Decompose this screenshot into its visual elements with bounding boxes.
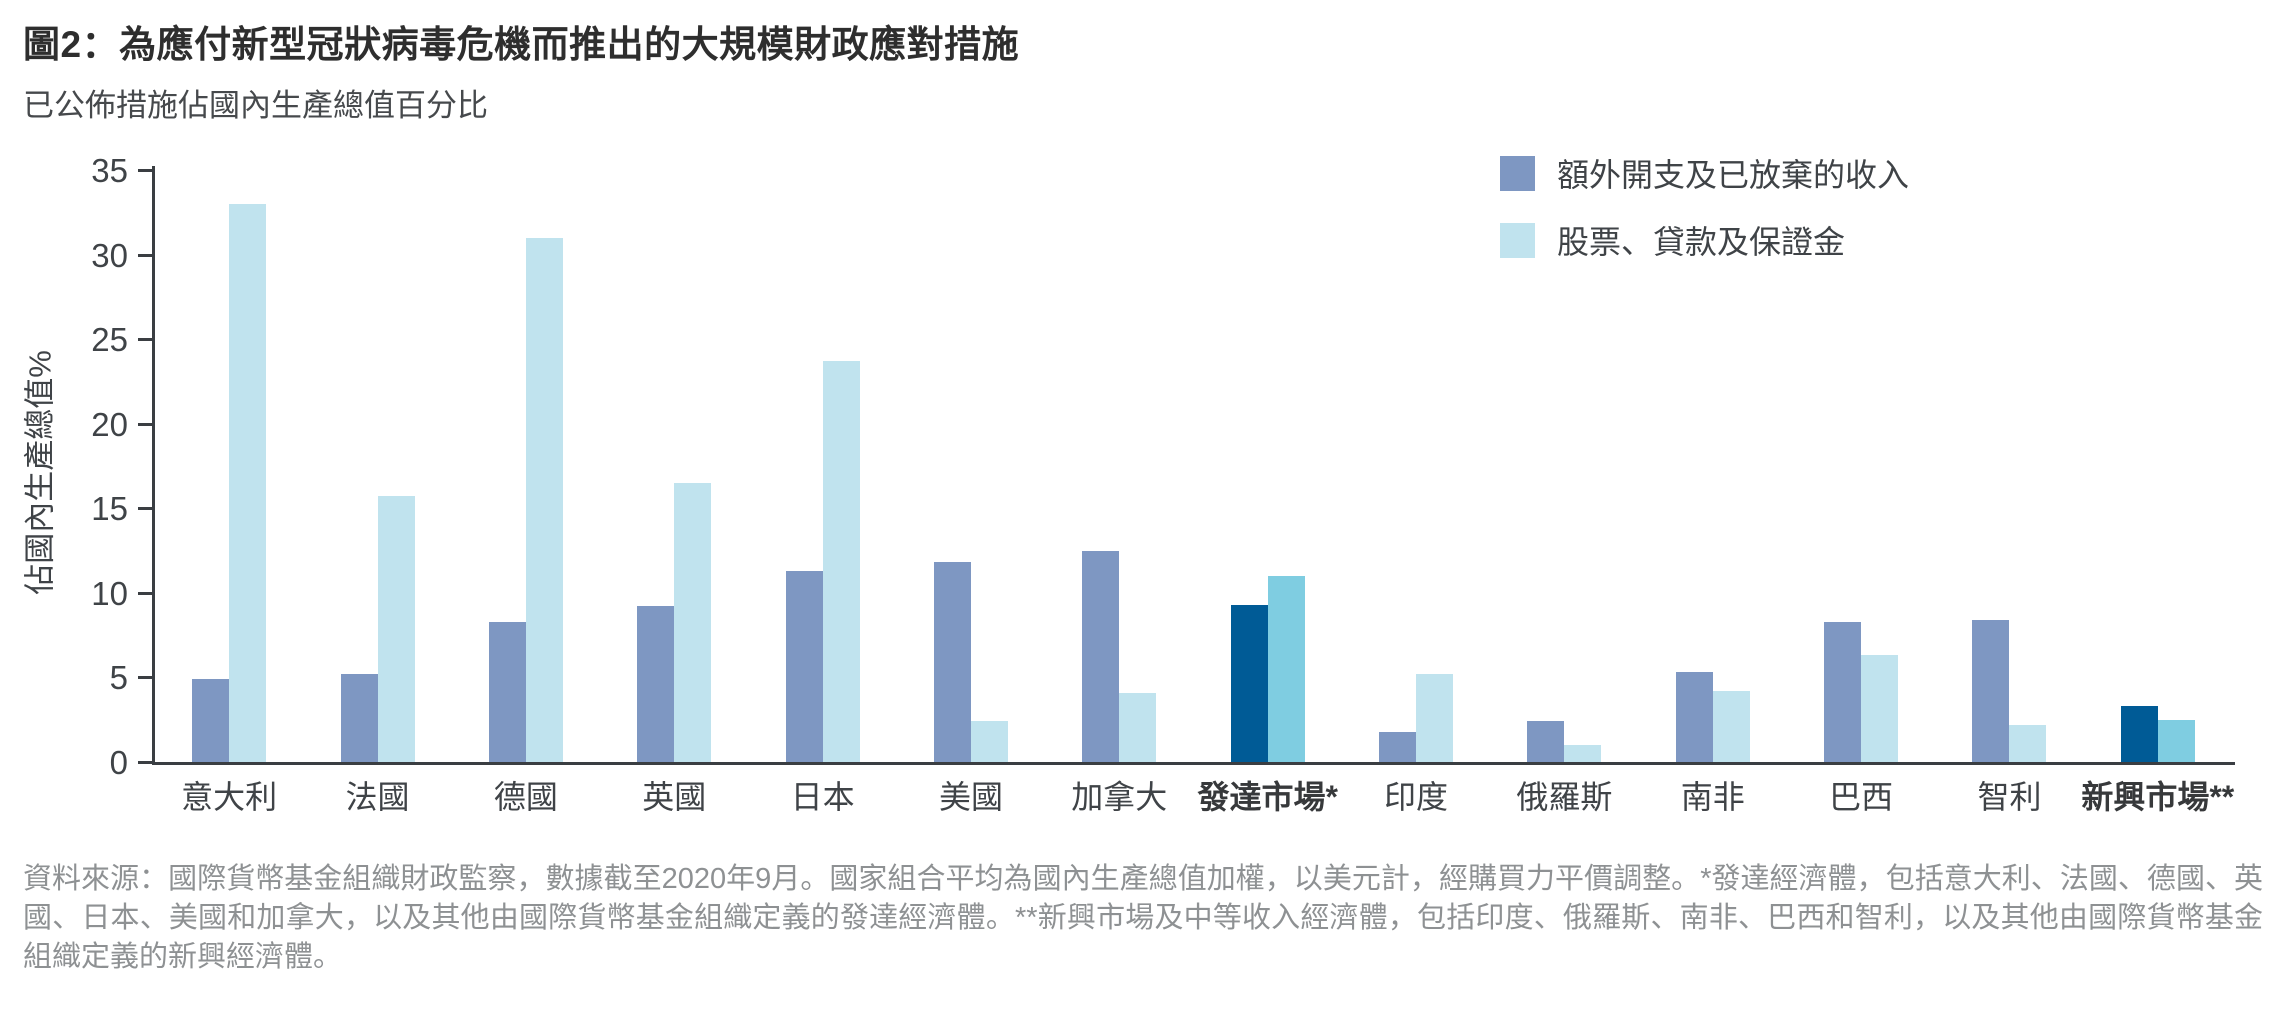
legend-swatch-series1-icon <box>1500 155 1535 191</box>
x-axis-label: 德國 <box>493 779 558 815</box>
y-tick-mark <box>138 253 152 257</box>
x-axis-label: 意大利 <box>181 779 278 815</box>
y-tick-mark <box>138 338 152 342</box>
bar-series1 <box>1082 550 1120 762</box>
bar-series2 <box>1564 745 1602 762</box>
chart-title: 圖2：為應付新型冠狀病毒危機而推出的大規模財政應對措施 <box>23 24 1020 65</box>
legend-item-series2: 股票、貸款及保證金 <box>1500 217 1909 263</box>
bar-series2 <box>2157 719 2195 762</box>
bar-series1 <box>1230 604 1268 762</box>
x-axis-label: 巴西 <box>1829 779 1894 815</box>
x-axis-label: 美國 <box>938 779 1003 815</box>
bar-series2 <box>1712 690 1750 762</box>
chart-subtitle: 已公佈措施佔國內生產總值百分比 <box>23 88 488 123</box>
x-axis-label: 發達市場* <box>1197 779 1338 815</box>
bar-series2 <box>377 496 415 762</box>
y-tick-label: 10 <box>91 574 128 612</box>
bar-series2 <box>1119 692 1157 762</box>
bar-series1 <box>488 621 526 762</box>
bar-series2 <box>970 721 1008 762</box>
bar-series2 <box>674 482 712 762</box>
x-axis-label: 英國 <box>642 779 707 815</box>
x-axis-label: 日本 <box>790 779 855 815</box>
x-axis-label: 法國 <box>345 779 410 815</box>
bar-series1 <box>340 674 378 762</box>
y-tick-mark <box>138 591 152 595</box>
bar-series2 <box>1267 575 1305 762</box>
bar-series1 <box>1972 619 2010 762</box>
x-axis-label: 智利 <box>1977 779 2042 815</box>
source-footnote: 資料來源：國際貨幣基金組織財政監察，數據截至2020年9月。國家組合平均為國內生… <box>23 863 2263 973</box>
y-axis-line <box>152 166 155 765</box>
bar-series1 <box>1675 672 1713 762</box>
y-tick-label: 15 <box>91 490 128 528</box>
x-axis-label: 俄羅斯 <box>1516 779 1613 815</box>
bar-series1 <box>933 562 971 762</box>
y-tick-mark <box>138 507 152 511</box>
bar-series2 <box>229 203 267 762</box>
bar-series2 <box>822 361 860 762</box>
bar-series1 <box>1824 621 1862 762</box>
y-tick-mark <box>138 676 152 680</box>
bar-series2 <box>1861 655 1899 762</box>
bar-series2 <box>2009 724 2047 762</box>
x-axis-label: 南非 <box>1680 779 1745 815</box>
y-tick-mark <box>138 761 152 764</box>
legend-swatch-series2-icon <box>1500 222 1535 258</box>
y-tick-label: 30 <box>91 236 128 274</box>
y-tick-label: 5 <box>109 659 128 697</box>
bar-series1 <box>637 606 675 762</box>
legend-label-series1: 額外開支及已放棄的收入 <box>1557 157 1910 193</box>
chart-legend: 額外開支及已放棄的收入 股票、貸款及保證金 <box>1500 150 1909 263</box>
bar-series1 <box>192 679 230 762</box>
bar-series1 <box>2120 706 2158 762</box>
legend-item-series1: 額外開支及已放棄的收入 <box>1500 150 1909 196</box>
y-tick-label: 0 <box>109 744 128 781</box>
bar-series1 <box>785 570 823 762</box>
y-tick-label: 35 <box>91 152 128 189</box>
x-axis-label: 印度 <box>1384 779 1449 815</box>
x-axis-label: 新興市場** <box>2081 779 2235 815</box>
y-tick-label: 25 <box>91 321 128 359</box>
bar-series2 <box>1416 674 1454 762</box>
bar-series1 <box>1527 721 1565 762</box>
y-tick-mark <box>138 422 152 426</box>
y-tick-label: 20 <box>91 405 128 443</box>
y-tick-mark <box>138 169 152 172</box>
x-axis-line <box>152 762 2235 765</box>
x-axis-label: 加拿大 <box>1071 779 1168 815</box>
bar-series2 <box>525 237 563 762</box>
legend-label-series2: 股票、貸款及保證金 <box>1557 224 1846 260</box>
bar-series1 <box>1379 731 1417 762</box>
